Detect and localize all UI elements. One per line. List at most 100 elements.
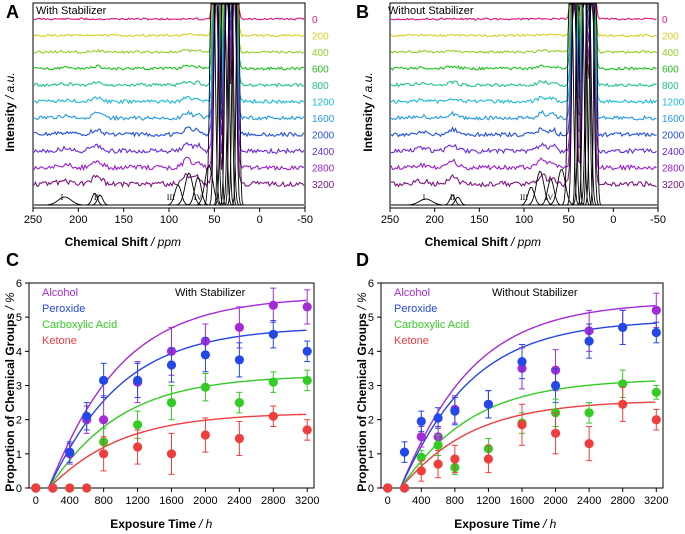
panel-c-xlabel: Exposure Time <box>110 517 196 531</box>
nmr-series-line <box>33 3 305 122</box>
data-point <box>483 399 493 409</box>
xtick-label: 3200 <box>644 495 668 507</box>
panel-d-ylabel-group: Proportion of Chemical Groups / % <box>355 292 369 492</box>
nmr-series-line <box>33 3 305 172</box>
ytick-label: 0 <box>16 483 22 495</box>
legend-entry: Ketone <box>42 335 77 347</box>
xtick-label: 2800 <box>610 495 634 507</box>
data-point <box>517 420 527 430</box>
nmr-xtick-label: 200 <box>69 214 87 226</box>
legend-entry: Ketone <box>394 335 429 347</box>
nmr-series-label: 2800 <box>312 164 335 175</box>
trend-line <box>399 322 656 489</box>
ytick-label: 5 <box>368 312 374 324</box>
xtick-label: 2000 <box>543 495 567 507</box>
panel-a-letter: A <box>6 2 19 22</box>
nmr-series-line <box>390 3 657 105</box>
nmr-series-line <box>390 3 657 21</box>
legend-entry: Alcohol <box>42 287 78 299</box>
nmr-series-label: 1600 <box>312 114 335 125</box>
svg-text:Proportion of Chemical Groups: Proportion of Chemical Groups / % <box>355 292 369 492</box>
nmr-series-line <box>390 3 657 55</box>
data-point <box>433 440 443 450</box>
ytick-label: 2 <box>16 415 22 427</box>
data-point <box>99 375 109 385</box>
nmr-fit-curve <box>34 3 304 206</box>
data-point <box>234 398 244 408</box>
data-point <box>416 466 426 476</box>
nmr-xtick-label: 50 <box>563 214 575 226</box>
nmr-series-label: 800 <box>312 81 329 92</box>
nmr-xtick-label: 0 <box>610 214 616 226</box>
nmr-series-label: 1200 <box>312 98 335 109</box>
data-point <box>584 408 594 418</box>
nmr-series-label: 1600 <box>662 114 685 125</box>
data-point <box>651 387 661 397</box>
nmr-xtick-label: 50 <box>208 214 220 226</box>
xtick-label: 800 <box>446 495 464 507</box>
nmr-fit-curve <box>391 3 657 206</box>
data-point <box>302 375 312 385</box>
data-point <box>302 302 312 312</box>
xtick-label: 0 <box>33 495 39 507</box>
xtick-label: 800 <box>94 495 112 507</box>
data-point <box>433 413 443 423</box>
data-point <box>82 411 92 421</box>
nmr-series-label: 3200 <box>312 180 335 191</box>
plot-title: With Stabilizer <box>175 287 246 299</box>
panel-c-letter: C <box>6 250 19 270</box>
panel-c-ylabel: Proportion of Chemical Groups <box>3 313 17 492</box>
nmr-peak-label: II <box>94 193 100 202</box>
data-point <box>551 428 561 438</box>
data-point <box>651 415 661 425</box>
panel-d-letter: D <box>356 250 369 270</box>
nmr-series-label: 400 <box>662 48 679 59</box>
panel-b-letter: B <box>356 2 369 22</box>
data-point <box>234 355 244 365</box>
data-point <box>200 350 210 360</box>
trend-line <box>399 304 656 489</box>
xtick-label: 1200 <box>125 495 149 507</box>
nmr-series-label: 2000 <box>312 131 335 142</box>
panel-c-yunit: % <box>3 292 17 303</box>
panel-c-xlabel-unit-group: / h <box>198 517 213 531</box>
nmr-xtick-label: 250 <box>381 214 399 226</box>
panel-d-ylabel: Proportion of Chemical Groups <box>355 313 369 492</box>
trend-line <box>399 401 656 489</box>
panel-a-xlabel-unit-group: / ppm <box>150 235 181 249</box>
nmr-series-label: 200 <box>312 32 329 43</box>
nmr-fit-curve <box>391 3 657 206</box>
legend-entry: Carboxylic Acid <box>42 319 117 331</box>
data-point <box>65 447 75 457</box>
data-point <box>234 433 244 444</box>
nmr-peak-label: III <box>167 193 175 202</box>
data-point <box>99 415 109 425</box>
nmr-series-line <box>33 3 305 138</box>
nmr-series-line <box>33 3 305 155</box>
trend-line <box>47 299 307 489</box>
nmr-series-line <box>33 3 305 71</box>
nmr-fit-curve <box>34 3 304 206</box>
legend-entry: Alcohol <box>394 287 430 299</box>
nmr-peak-label: II <box>450 193 456 202</box>
nmr-fit-curve <box>391 3 657 206</box>
data-point <box>82 483 92 493</box>
panel-d: D 0 1 2 3 4 5 6 0 400 800 1200 1600 2000 2400 2800 3200… <box>355 250 669 531</box>
nmr-series-line <box>33 3 305 54</box>
nmr-peak-label: I <box>61 193 64 202</box>
data-point <box>200 430 210 440</box>
nmr-fit-curve <box>391 3 657 206</box>
xtick-label: 1600 <box>159 495 183 507</box>
trend-line <box>47 376 307 489</box>
nmr-series-label: 600 <box>662 65 679 76</box>
xtick-label: 2400 <box>227 495 251 507</box>
data-point <box>416 416 426 426</box>
panel-b-xlabel: Chemical Shift <box>425 235 508 249</box>
nmr-series-line <box>33 3 305 189</box>
data-point <box>133 420 143 430</box>
ytick-label: 3 <box>368 381 374 393</box>
panel-c-xunit: h <box>206 517 213 531</box>
nmr-series-line <box>33 3 305 88</box>
nmr-frame <box>32 2 306 209</box>
